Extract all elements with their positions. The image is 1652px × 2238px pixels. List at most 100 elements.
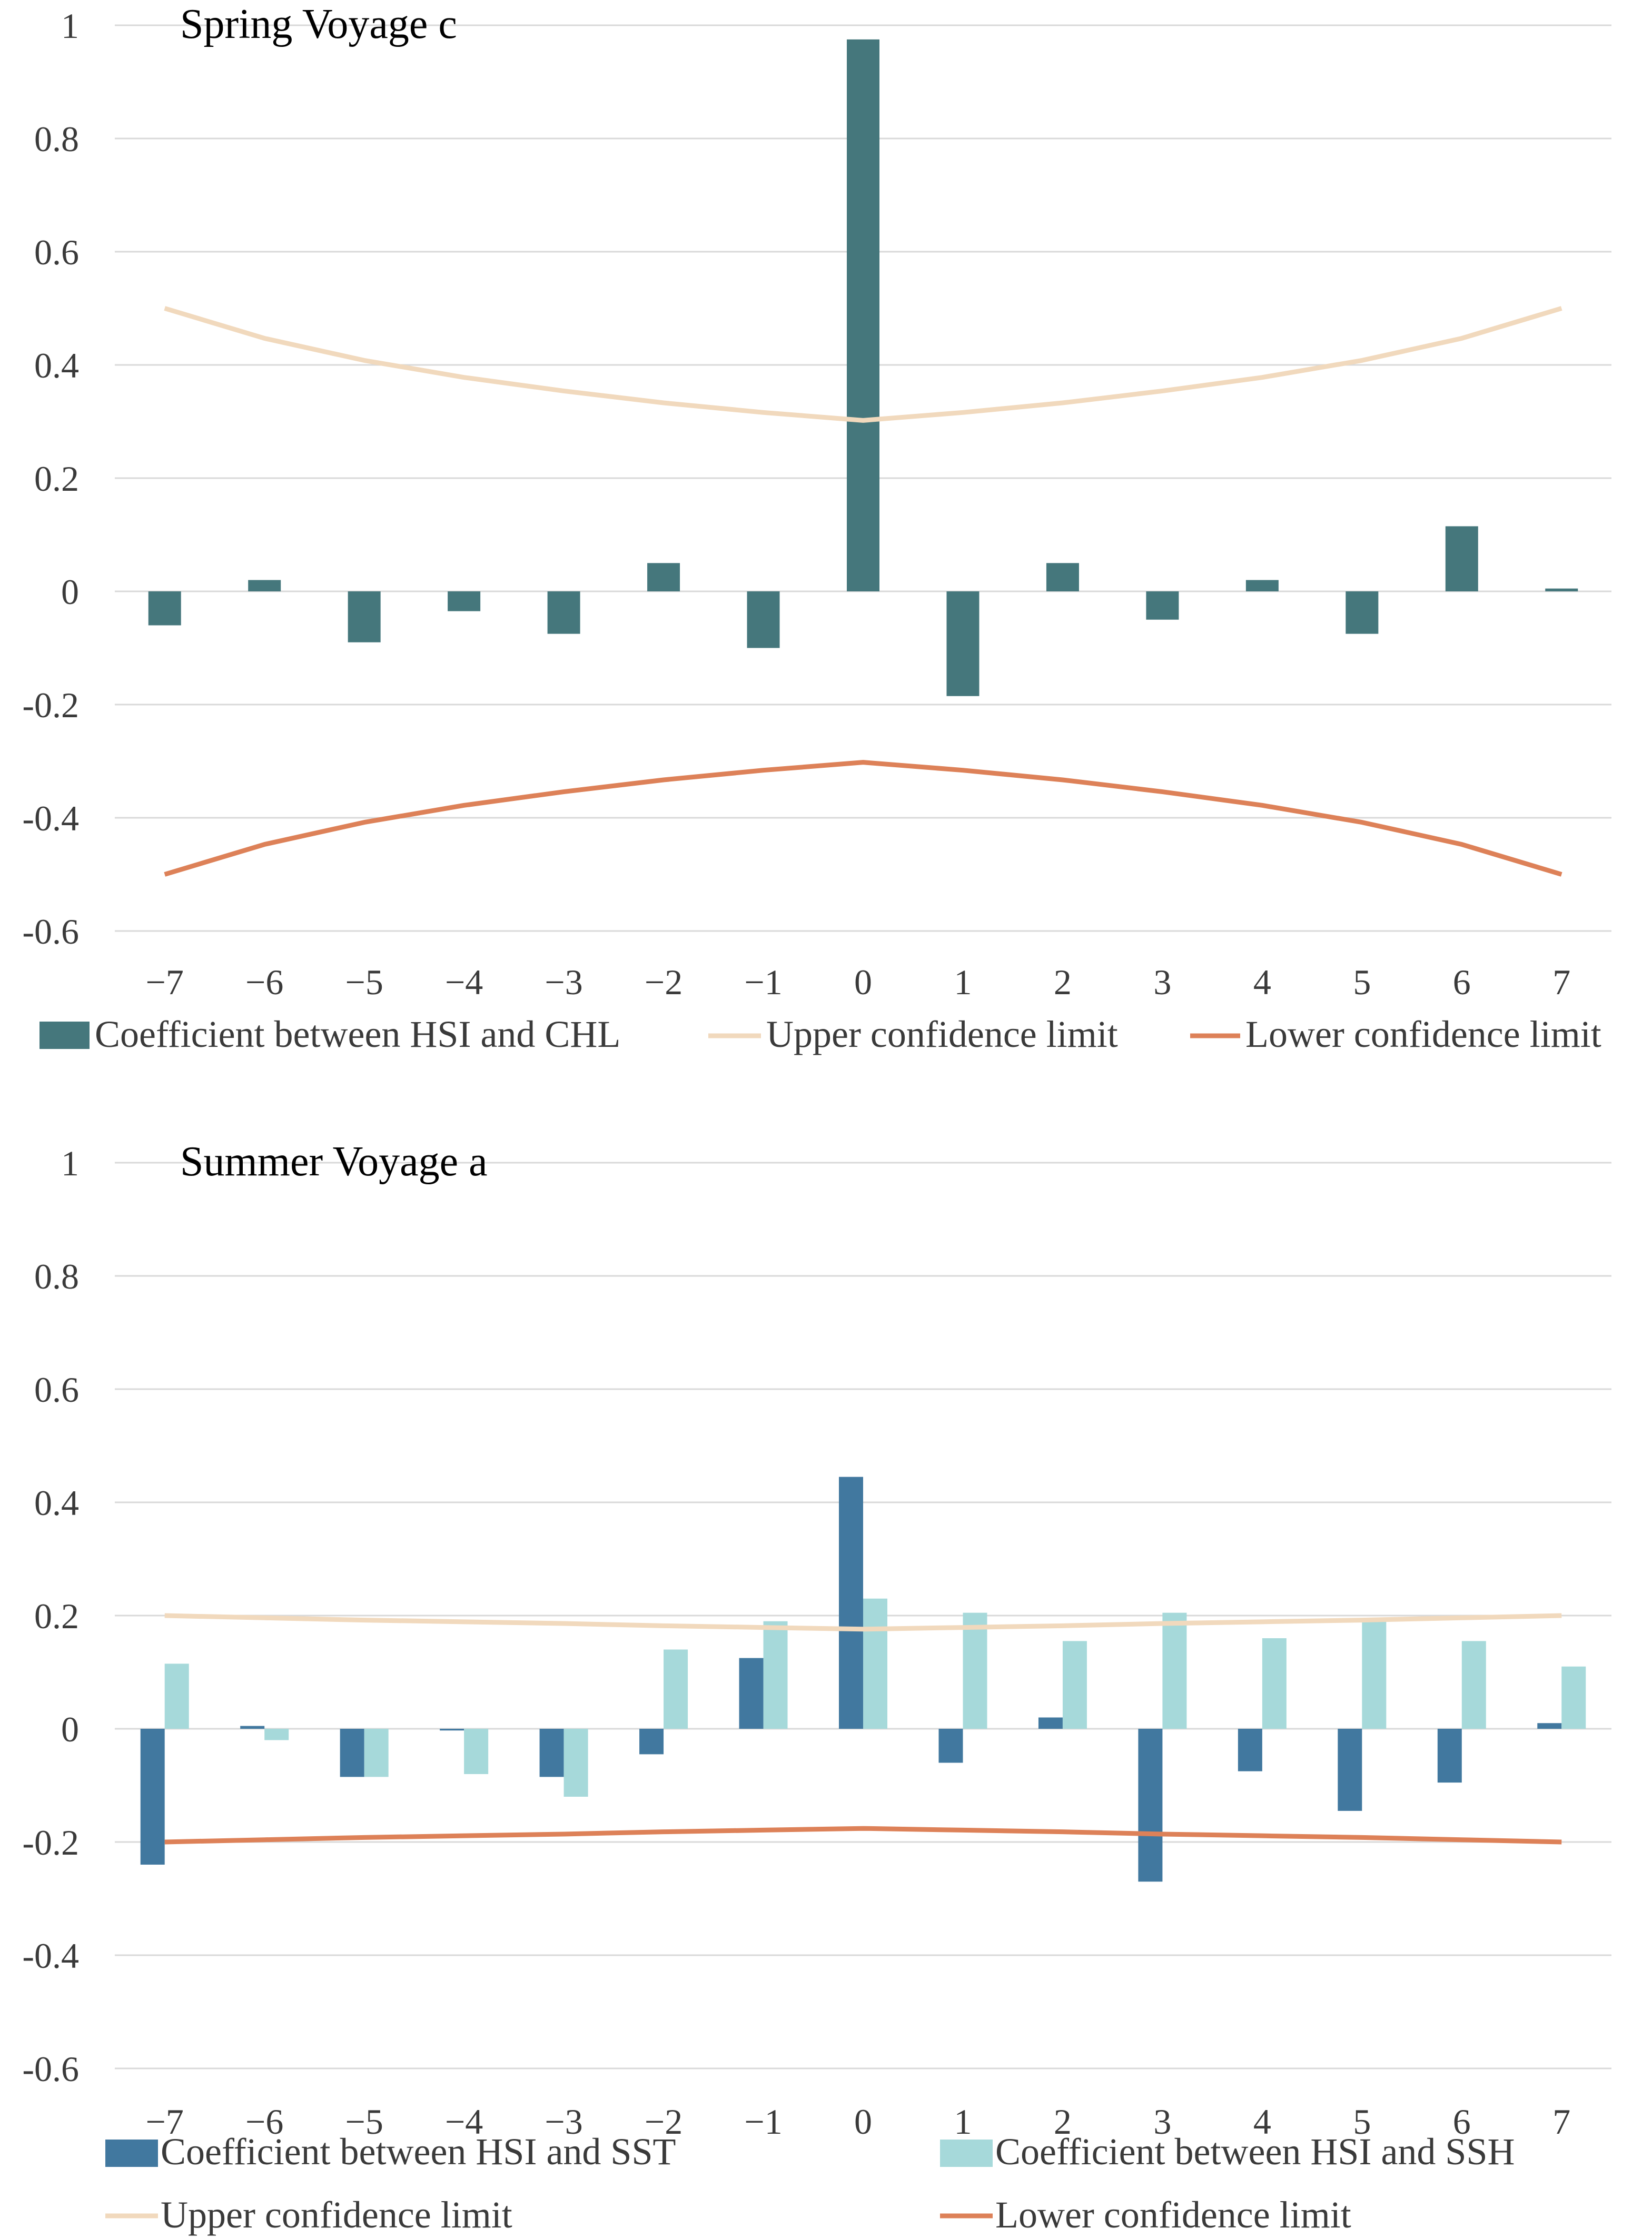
x-tick-label: 4 [1253,962,1271,1002]
legend-label-lower: Lower confidence limit [995,2194,1351,2236]
bar [839,1477,863,1729]
x-tick-label: −6 [245,2102,283,2142]
bar [1138,1729,1163,1882]
legend-label-lower: Lower confidence limit [1245,1013,1601,1055]
bar [264,1729,289,1740]
legend: Coefficient between HSI and SST Coeffici… [105,2131,1515,2236]
x-tick-label: 0 [854,2102,872,2142]
bar [1346,591,1379,634]
legend-swatch-ssh [940,2140,993,2167]
x-tick-label: 7 [1552,962,1570,1002]
y-tick-labels: -0.6 -0.4 -0.2 0 0.2 0.4 0.6 0.8 1 [22,6,79,952]
confidence-line [164,760,1562,877]
x-tick-label: 3 [1153,2102,1171,2142]
bar [847,39,879,591]
bar [963,1612,987,1729]
confidence-lines [164,306,1562,877]
x-tick-label: −6 [245,962,283,1002]
bar-series-chl [148,39,1578,696]
x-tick-label: 6 [1453,2102,1471,2142]
bar [1062,1641,1087,1729]
bar [1146,591,1179,620]
bar [164,1663,189,1729]
bar [563,1729,588,1797]
bar [240,1726,265,1729]
y-tick-label: 0.8 [34,1256,79,1296]
bar [1545,588,1578,591]
bar [946,591,980,696]
legend-label-upper: Upper confidence limit [766,1013,1118,1055]
y-tick-label: -0.6 [22,912,79,952]
bar [863,1598,887,1729]
bar [547,591,580,634]
x-tick-label: 1 [954,962,972,1002]
x-tick-label: −7 [146,962,184,1002]
legend-label-ssh: Coefficient between HSI and SSH [995,2131,1515,2173]
x-tick-label: −2 [645,962,682,1002]
chart-title: Spring Voyage c [180,1,457,47]
x-tick-label: 2 [1054,2102,1072,2142]
bar [647,563,680,591]
bar [1362,1618,1387,1729]
bar [1262,1638,1287,1729]
bar [639,1729,664,1755]
legend: Coefficient between HSI and CHL Upper co… [39,1013,1601,1055]
chart-summer-voyage-a: -0.6-0.4-0.200.20.40.60.81 −7 −6 −5 −4 −3 −2−… [22,1138,1611,2236]
bar [148,591,181,626]
x-tick-label: 0 [854,962,872,1002]
x-tick-label: −5 [345,962,383,1002]
bar [739,1658,764,1729]
bar [1245,580,1279,591]
legend-label-chl: Coefficient between HSI and CHL [95,1013,620,1055]
x-tick-label: −5 [345,2102,383,2142]
y-tick-label: 1 [61,6,79,46]
x-tick-label: 6 [1453,962,1471,1002]
bar [1461,1641,1486,1729]
y-tick-label: 0.4 [34,345,79,385]
bar [1046,563,1079,591]
y-tick-label: 0.8 [34,119,79,159]
bar [464,1729,489,1774]
x-tick-label: −1 [744,2102,782,2142]
confidence-line [164,1826,1562,1845]
x-tick-label: −2 [645,2102,682,2142]
bar [364,1729,389,1777]
legend-label-upper: Upper confidence limit [161,2194,512,2236]
bar [1437,1729,1462,1783]
bar [664,1649,688,1729]
bar [539,1729,564,1777]
y-tick-label: 0.2 [34,459,79,499]
bar [938,1729,963,1763]
bar [140,1729,165,1865]
x-tick-label: −3 [545,2102,582,2142]
x-tick-label: −4 [445,2102,483,2142]
x-tick-label: 7 [1552,2102,1570,2142]
bar [1238,1729,1262,1771]
x-tick-label: 2 [1054,962,1072,1002]
y-tick-label: 0.2 [34,1596,79,1636]
bar [348,591,381,642]
bar [1561,1666,1586,1729]
chart-spring-voyage-c: -0.6-0.4-0.200.20.40.60.81 −7 −6 −5 −4 −3 −2−… [22,1,1611,1055]
bar [448,591,481,611]
legend-swatch-sst [105,2140,158,2167]
x-tick-label: 5 [1353,962,1371,1002]
y-tick-label: -0.2 [22,685,79,725]
x-tick-label: −4 [445,962,483,1002]
confidence-line [164,1613,1562,1632]
y-tick-label: -0.6 [22,2049,79,2089]
y-tick-labels: -0.6 -0.4 -0.2 0 0.2 0.4 0.6 0.8 1 [22,1143,79,2089]
y-tick-label: 0.6 [34,232,79,272]
bar [763,1621,788,1729]
legend-label-sst: Coefficient between HSI and SST [161,2131,676,2173]
x-tick-label: −3 [545,962,582,1002]
y-tick-label: -0.2 [22,1823,79,1863]
legend-swatch-chl [39,1022,90,1049]
chart-title: Summer Voyage a [180,1138,488,1185]
bar [440,1729,464,1731]
confidence-line [164,306,1562,423]
x-tick-labels: −7 −6 −5 −4 −3 −2 −1 0 1 2 3 4 5 6 7 [146,962,1571,1002]
x-tick-label: 3 [1153,962,1171,1002]
y-tick-label: 0.6 [34,1370,79,1410]
